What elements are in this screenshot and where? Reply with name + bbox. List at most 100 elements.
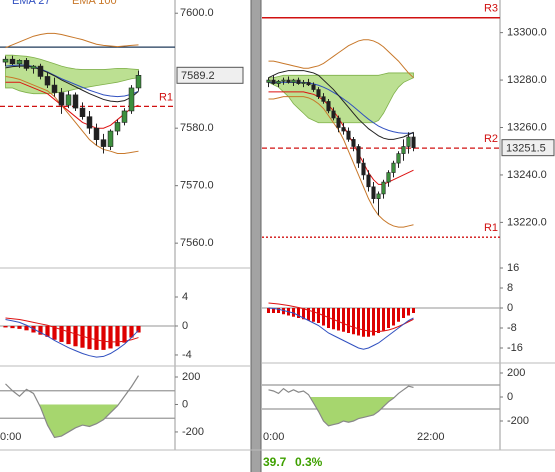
candle-body <box>37 65 44 77</box>
histogram-bar <box>94 325 99 350</box>
cci-line <box>5 375 140 439</box>
histogram-bar <box>312 308 315 322</box>
candle-body <box>361 162 366 176</box>
panel: R3 R2 R1 <box>262 3 500 238</box>
level-label: R3 <box>484 3 498 15</box>
pane-splitter[interactable] <box>251 0 261 472</box>
y-tick-label: -8 <box>507 322 517 334</box>
last-price-label: 13251.5 <box>506 143 546 155</box>
panel <box>262 302 500 350</box>
candle-body <box>100 139 107 147</box>
y-tick-label: 13260.0 <box>507 121 547 133</box>
cci-fill <box>39 404 119 438</box>
candle-body <box>391 162 396 173</box>
histogram-bar <box>282 308 285 315</box>
candle-body <box>79 107 86 117</box>
candle-body <box>121 110 128 123</box>
cci-fill <box>309 397 395 426</box>
histogram-bar <box>292 308 295 317</box>
candle-body <box>276 80 281 84</box>
y-tick-label: 13240.0 <box>507 169 547 181</box>
histogram-bar <box>322 308 325 326</box>
last-price-box <box>501 139 555 157</box>
indicator-line <box>5 81 139 129</box>
candle-body <box>86 116 93 129</box>
y-tick-label: 13220.0 <box>507 216 547 228</box>
candle-body <box>128 87 135 112</box>
candle-body <box>351 139 356 147</box>
histogram-bar <box>24 325 29 331</box>
candle-body <box>411 136 416 148</box>
candle-body <box>336 117 341 128</box>
indicator-line <box>268 307 414 350</box>
candle-body <box>341 127 346 132</box>
y-tick-label: 8 <box>507 282 513 294</box>
candle-body <box>396 153 401 164</box>
histogram-bar <box>397 308 400 322</box>
candle-body <box>316 89 321 97</box>
histogram-bar <box>302 308 305 320</box>
panel: R1 <box>0 32 175 154</box>
candle-body <box>9 58 16 65</box>
candle-body <box>51 84 58 93</box>
y-tick-label: 200 <box>182 371 200 383</box>
candle-body <box>291 79 296 83</box>
y-tick-label: 0 <box>182 320 188 332</box>
histogram-bar <box>317 308 320 323</box>
candle-body <box>401 146 406 154</box>
candle-body <box>2 58 9 63</box>
cci-line <box>268 385 414 427</box>
histogram-bar <box>122 325 127 343</box>
indicator-line <box>268 302 414 332</box>
histogram-bar <box>342 308 345 332</box>
candle-body <box>16 60 23 65</box>
indicator-line <box>5 32 139 49</box>
histogram-bar <box>101 325 106 350</box>
candle-body <box>135 75 142 89</box>
level-label: R1 <box>159 91 173 103</box>
histogram-bar <box>129 325 134 338</box>
histogram-bar <box>347 308 350 333</box>
histogram-bar <box>272 308 275 313</box>
histogram-bar <box>267 308 270 313</box>
candle-body <box>65 94 72 106</box>
indicator-line <box>5 75 139 154</box>
y-tick-label: -200 <box>507 415 529 427</box>
legend-entry: EMA 100 <box>72 0 117 7</box>
candle-body <box>381 181 386 195</box>
y-tick-label: 7570.0 <box>180 180 214 192</box>
histogram-bar <box>412 308 415 313</box>
histogram-bar <box>136 325 141 333</box>
histogram-bar <box>87 325 92 350</box>
candle-body <box>406 136 411 147</box>
candle-body <box>44 76 51 86</box>
histogram-bar <box>402 308 405 318</box>
y-tick-label: 4 <box>182 291 188 303</box>
candle-body <box>281 79 286 82</box>
indicator-line <box>268 39 414 79</box>
y-tick-label: 0 <box>182 398 188 410</box>
candle-body <box>386 172 391 183</box>
y-tick-label: 0 <box>507 302 513 314</box>
histogram-bar <box>392 308 395 326</box>
candle-body <box>376 193 381 199</box>
indicator-line <box>5 318 139 358</box>
candle-body <box>311 84 316 90</box>
candle-body <box>366 174 371 188</box>
histogram-bar <box>407 308 410 316</box>
candle-body <box>286 79 291 83</box>
panel <box>0 317 175 358</box>
histogram-bar <box>377 308 380 333</box>
histogram-bar <box>307 308 310 321</box>
time-label: 0:00 <box>263 431 284 443</box>
histogram-bar <box>332 308 335 330</box>
histogram-bar <box>297 308 300 318</box>
indicator-line <box>5 317 139 343</box>
histogram-bar <box>3 325 8 328</box>
candle-body <box>306 82 311 86</box>
histogram-bar <box>352 308 355 335</box>
y-tick-label: 7580.0 <box>180 122 214 134</box>
candle-body <box>72 94 79 109</box>
histogram-bar <box>382 308 385 331</box>
